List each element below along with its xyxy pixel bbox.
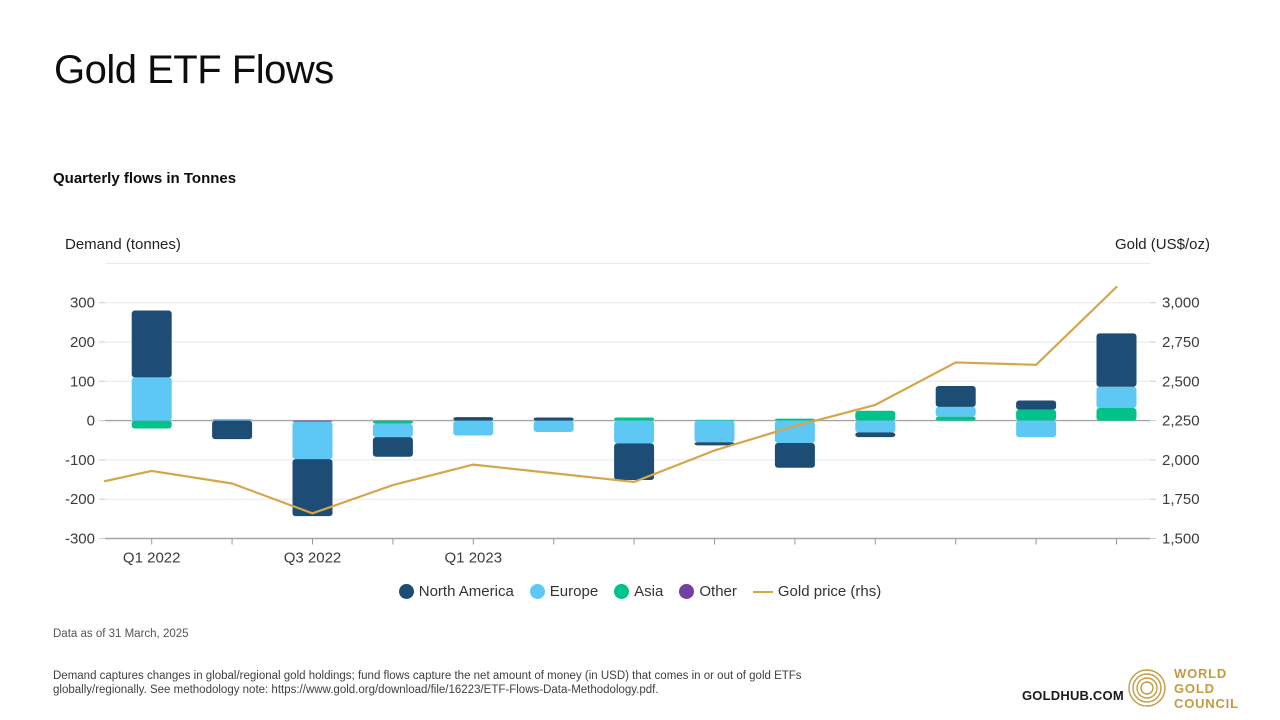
left-axis-tick-label: -200 [65, 491, 95, 508]
left-axis-tick-label: -100 [65, 452, 95, 469]
legend-item-europe[interactable]: Europe [529, 583, 599, 600]
bar-segment-europe[interactable] [212, 419, 253, 421]
bar-segment-north-america[interactable] [1096, 333, 1137, 387]
bar-segment-europe[interactable] [1096, 386, 1137, 409]
right-axis-tick-label: 1,750 [1162, 491, 1200, 508]
methodology-footnote: Demand captures changes in global/region… [53, 670, 893, 697]
right-axis-title: Gold (US$/oz) [1114, 236, 1210, 253]
bar-segment-asia[interactable] [1016, 409, 1057, 421]
bar-segment-asia[interactable] [855, 410, 896, 421]
wgc-logo-text: WORLD GOLD COUNCIL [1174, 666, 1239, 711]
right-axis-tick-label: 2,000 [1162, 452, 1200, 469]
legend-dot-marker [614, 584, 630, 599]
x-axis-label: Q1 2022 [123, 550, 181, 567]
bar-segment-asia[interactable] [774, 418, 815, 421]
legend-label: North America [418, 583, 514, 600]
bar-segment-europe[interactable] [1016, 420, 1057, 438]
left-axis-tick-label: 100 [70, 373, 95, 390]
bar-segment-europe[interactable] [855, 420, 896, 433]
right-axis-tick-label: 3,000 [1162, 295, 1200, 312]
bar-segment-other[interactable] [292, 420, 333, 422]
goldhub-wordmark: GOLDHUB.COM [1022, 688, 1124, 703]
bar-segment-asia[interactable] [614, 417, 655, 421]
bar-segment-europe[interactable] [372, 423, 413, 438]
bar-segment-europe[interactable] [694, 420, 735, 443]
footnote-line-1: Demand captures changes in global/region… [53, 670, 802, 682]
bar-segment-europe[interactable] [774, 420, 815, 444]
legend-label: Other [699, 583, 737, 600]
bar-segment-north-america[interactable] [855, 432, 896, 438]
legend-label: Asia [634, 583, 664, 600]
bar-segment-north-america[interactable] [453, 417, 494, 421]
bar-segment-europe[interactable] [533, 420, 574, 432]
legend-item-asia[interactable]: Asia [614, 583, 663, 600]
bar-segment-asia[interactable] [1096, 408, 1137, 421]
gold-price-line [103, 285, 1118, 515]
legend-label: Europe [549, 583, 599, 600]
page-title: Gold ETF Flows [54, 48, 334, 92]
wgc-logo-line: GOLD [1174, 680, 1215, 696]
left-axis-tick-label: 200 [70, 334, 95, 351]
bar-segment-north-america[interactable] [614, 443, 655, 480]
bar-segment-europe[interactable] [292, 421, 333, 460]
right-axis-tick-label: 2,250 [1162, 413, 1200, 430]
left-axis-tick-label: 0 [87, 413, 95, 430]
wgc-rings-icon [1128, 669, 1166, 707]
bar-segment-asia[interactable] [694, 419, 735, 421]
bar-segment-north-america[interactable] [372, 437, 413, 457]
chart-legend: North America Europe Asia Other Gold price (… [0, 583, 1280, 600]
left-axis-title: Demand (tonnes) [65, 236, 181, 253]
right-axis-tick-label: 2,750 [1162, 334, 1200, 351]
left-axis-tick-label: -300 [65, 531, 95, 548]
bar-segment-north-america[interactable] [533, 417, 574, 421]
bar-segment-asia[interactable] [131, 420, 172, 429]
footnote-line-2: globally/regionally. See methodology not… [53, 683, 659, 696]
legend-label: Gold price (rhs) [777, 583, 882, 600]
legend-item-gold-price-rhs-[interactable]: Gold price (rhs) [752, 583, 882, 600]
left-axis-tick-label: 300 [70, 295, 95, 312]
x-axis-label: Q1 2023 [445, 550, 503, 567]
bar-segment-north-america[interactable] [131, 310, 172, 378]
x-axis-label: Q3 2022 [284, 550, 342, 567]
bar-segment-north-america[interactable] [1016, 400, 1057, 410]
bar-segment-europe[interactable] [131, 377, 172, 421]
legend-item-other[interactable]: Other [679, 583, 737, 600]
legend-dot-marker [529, 584, 545, 599]
data-as-of-note: Data as of 31 March, 2025 [53, 628, 189, 640]
legend-dot-marker [679, 584, 695, 599]
bar-segment-north-america[interactable] [292, 459, 333, 517]
bar-segment-europe[interactable] [453, 420, 494, 436]
wgc-logo-line: WORLD [1174, 665, 1228, 681]
legend-line-marker [752, 590, 773, 593]
bar-segment-europe[interactable] [935, 406, 976, 417]
bar-segment-north-america[interactable] [212, 420, 253, 440]
wgc-logo-line: COUNCIL [1174, 695, 1239, 711]
bar-segment-europe[interactable] [614, 420, 655, 444]
bar-segment-north-america[interactable] [774, 443, 815, 468]
bar-segment-asia[interactable] [372, 420, 413, 424]
legend-item-north-america[interactable]: North America [398, 583, 514, 600]
bar-segment-north-america[interactable] [935, 386, 976, 407]
bar-segment-north-america[interactable] [694, 442, 735, 446]
right-axis-tick-label: 2,500 [1162, 373, 1200, 390]
right-axis-tick-label: 1,500 [1162, 531, 1200, 548]
bar-segment-asia[interactable] [935, 416, 976, 421]
world-gold-council-logo: WORLD GOLD COUNCIL [1126, 660, 1239, 716]
legend-dot-marker [398, 584, 414, 599]
chart-subtitle: Quarterly flows in Tonnes [53, 170, 237, 187]
